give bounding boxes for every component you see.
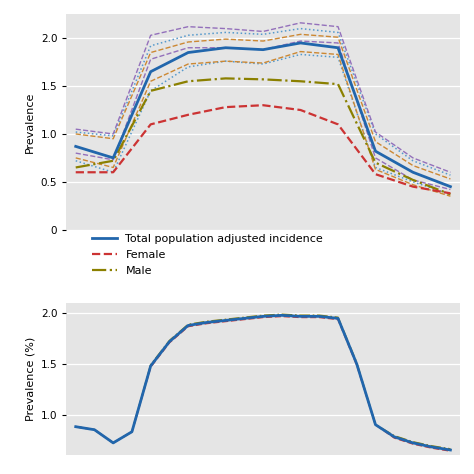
- Y-axis label: Prevalence (%): Prevalence (%): [25, 337, 35, 421]
- Y-axis label: Prevalence: Prevalence: [25, 91, 35, 153]
- Legend: Total population adjusted incidence, Female, Male: Total population adjusted incidence, Fem…: [88, 229, 328, 281]
